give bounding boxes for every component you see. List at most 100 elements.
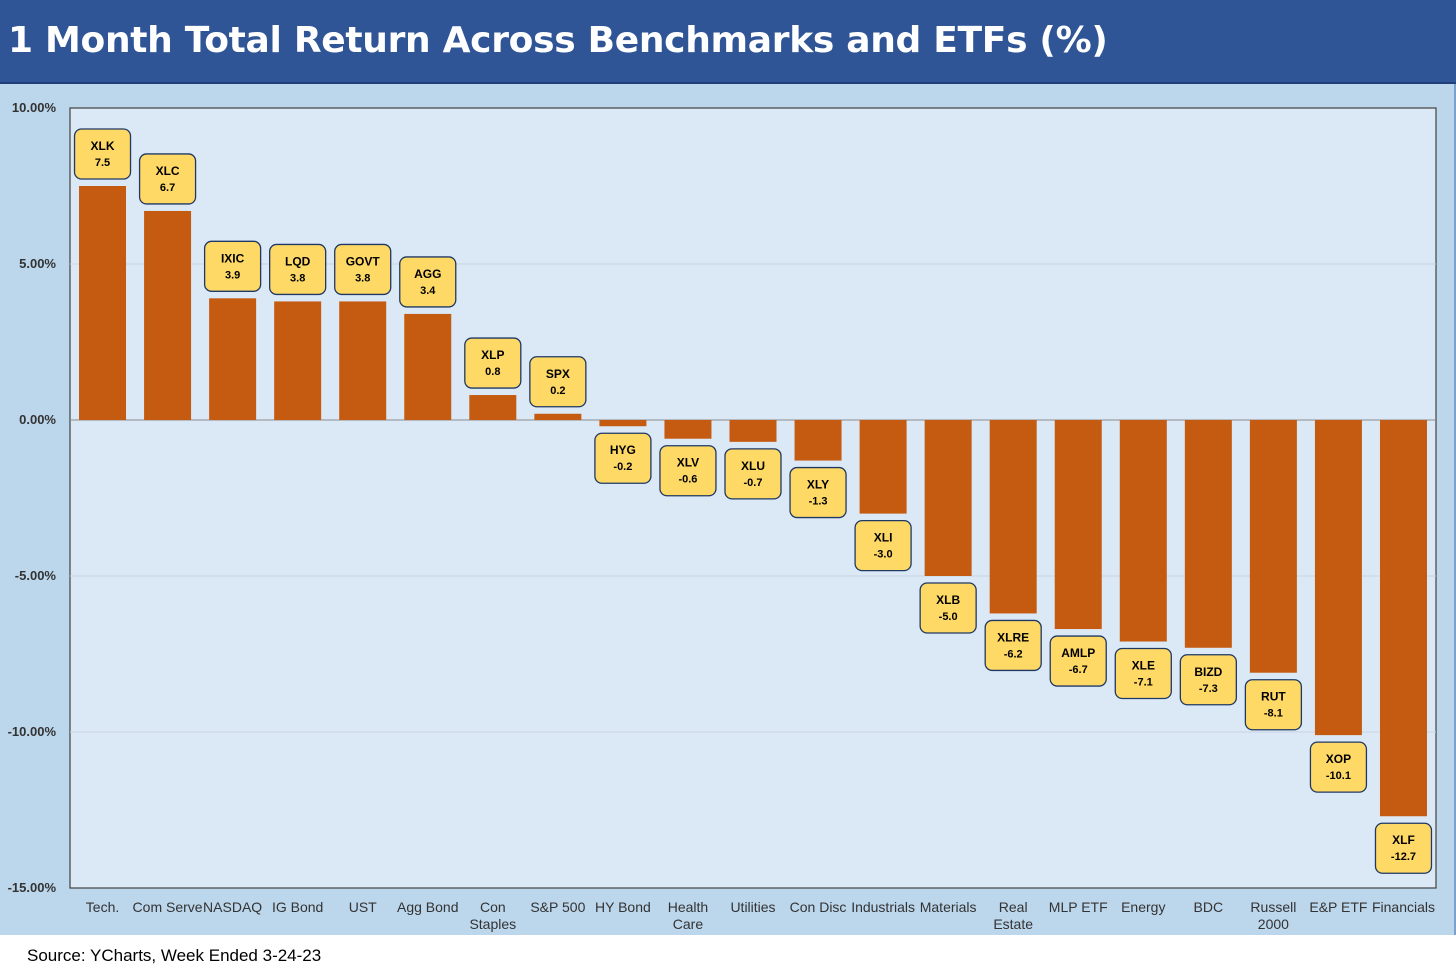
data-label-badge: XLV -0.6 [659,445,717,497]
x-tick-label: Utilities [730,899,775,915]
bar [599,420,647,427]
x-tick-label-line: Health [668,899,708,915]
bar [404,313,452,420]
badge-ticker: IXIC [221,251,245,265]
x-tick-label: Tech. [86,899,119,915]
badge-value: -1.3 [809,496,828,508]
badge-box [529,356,587,408]
bar [1314,420,1362,736]
x-tick-label: E&P ETF [1309,899,1367,915]
bar [209,298,257,420]
badge-ticker: AGG [414,267,441,281]
badge-value: -0.7 [744,477,763,489]
badge-ticker: AMLP [1061,646,1095,660]
badge-ticker: XLU [741,459,765,473]
x-tick-label-line: Con [480,899,506,915]
x-tick-label-line: MLP ETF [1049,899,1108,915]
badge-box [594,432,652,484]
bar [794,420,842,461]
data-label-badge: AGG 3.4 [399,256,457,308]
x-tick-label-line: Com Serve [133,899,203,915]
bar [859,420,907,514]
badge-value: 3.9 [225,269,240,281]
x-tick-label: BDC [1194,899,1224,915]
x-tick-label: Health Care [668,899,708,932]
data-label-badge: XLP 0.8 [464,337,522,389]
x-tick-label-line: E&P ETF [1309,899,1367,915]
data-label-badge: HYG -0.2 [594,432,652,484]
badge-value: 7.5 [95,157,110,169]
x-tick-label-line: Estate [993,916,1033,932]
badge-box [724,448,782,500]
x-tick-label: Agg Bond [397,899,459,915]
y-tick-label: 10.00% [12,100,57,115]
x-tick-label: UST [349,899,377,915]
badge-box [464,337,522,389]
x-tick-label: IG Bond [272,899,323,915]
bar [339,301,387,420]
x-tick-label: Russell 2000 [1250,899,1296,932]
badge-ticker: XLI [874,531,893,545]
x-tick-label-line: NASDAQ [203,899,262,915]
badge-box [854,519,912,572]
bar [469,395,517,420]
x-tick-label: Com Serve [133,899,203,915]
bar [1379,420,1427,817]
x-tick-label-line: Real [999,899,1028,915]
badge-ticker: LQD [285,254,311,268]
badge-box [203,240,262,292]
x-tick-label: Industrials [851,899,915,915]
x-tick-label-line: Staples [469,916,516,932]
badge-value: -8.1 [1264,708,1283,720]
badge-ticker: XOP [1326,752,1351,766]
badge-box [334,243,392,296]
bar [274,301,322,420]
badge-box [789,466,847,519]
badge-value: -0.2 [613,461,632,473]
bar [1054,420,1102,630]
data-label-badge: RUT -8.1 [1244,679,1303,731]
data-label-badge: SPX 0.2 [529,356,587,408]
y-tick-label: -15.00% [8,880,57,895]
y-tick-label: 0.00% [19,412,56,427]
data-label-badge: XLE -7.1 [1114,647,1172,700]
x-tick-label-line: Care [673,916,704,932]
y-tick-label: -10.00% [8,724,57,739]
x-tick-label-line: 2000 [1258,916,1289,932]
x-tick-label-line: Energy [1121,899,1165,915]
badge-value: -12.7 [1391,851,1416,863]
y-tick-label: -5.00% [15,568,57,583]
badge-box [399,256,457,308]
badge-value: -6.2 [1004,648,1023,660]
x-tick-label: MLP ETF [1049,899,1108,915]
data-label-badge: XLF -12.7 [1374,822,1433,874]
x-tick-label-line: S&P 500 [530,899,585,915]
x-tick-label: Con Staples [469,899,516,932]
x-tick-label: Materials [920,899,977,915]
badge-box [919,582,977,634]
badge-box [73,128,132,180]
badge-box [1244,679,1303,731]
x-tick-label-line: Tech. [86,899,119,915]
bar [664,420,712,439]
badge-value: 3.8 [290,272,305,284]
badge-box [1179,654,1237,706]
badge-ticker: GOVT [346,254,381,268]
source-note: Source: YCharts, Week Ended 3-24-23 [27,946,322,965]
data-label-badge: XLY -1.3 [789,466,847,519]
badge-ticker: XLK [91,139,115,153]
badge-value: -7.3 [1199,683,1218,695]
badge-box [1114,647,1172,700]
x-tick-label-line: BDC [1194,899,1224,915]
x-tick-label: Real Estate [993,899,1033,932]
badge-ticker: HYG [610,443,636,457]
bar [989,420,1037,614]
badge-ticker: SPX [546,367,570,381]
x-tick-label-line: UST [349,899,377,915]
badge-ticker: XLY [807,478,829,492]
bar [729,420,777,442]
x-tick-label: S&P 500 [530,899,585,915]
data-label-badge: XOP -10.1 [1309,741,1368,793]
badge-box [1374,822,1433,874]
badge-value: -7.1 [1134,677,1153,689]
